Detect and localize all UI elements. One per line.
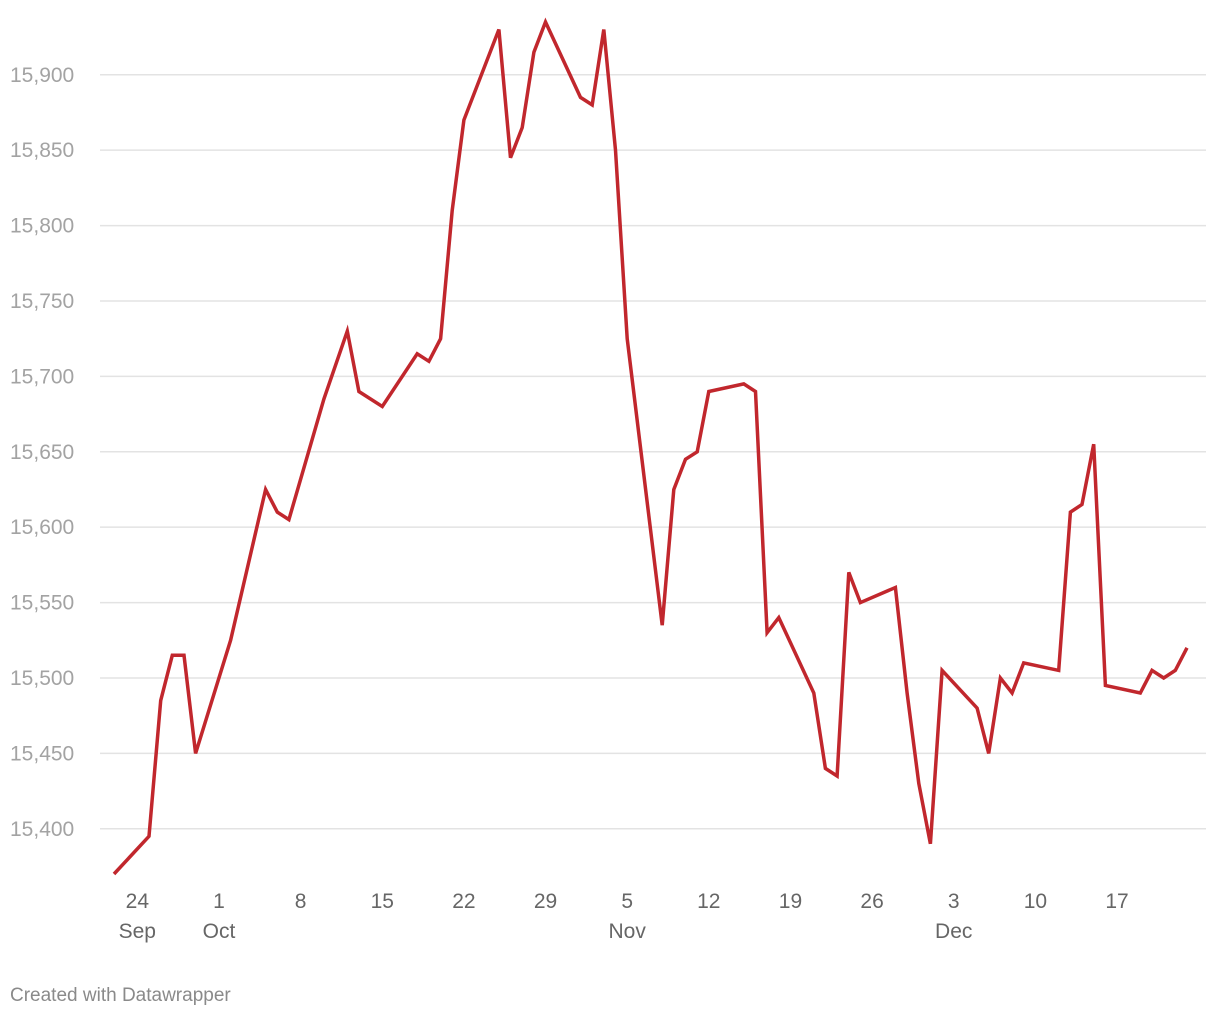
y-tick-label: 15,400 — [10, 818, 74, 841]
x-tick-month-label: Sep — [119, 920, 156, 943]
x-tick-label: 29 — [534, 890, 557, 913]
y-tick-label: 15,750 — [10, 290, 74, 313]
x-tick-label: 19 — [779, 890, 802, 913]
x-tick-label: 15 — [371, 890, 394, 913]
line-chart: 15,400 15,450 15,500 15,550 15,600 15,650 15,7… — [10, 17, 1206, 943]
x-tick-label: 17 — [1105, 890, 1128, 913]
y-tick-label: 15,500 — [10, 667, 74, 690]
x-tick-label: 3 — [948, 890, 960, 913]
gridlines — [100, 74, 1206, 830]
x-tick-label: 1 — [213, 890, 225, 913]
y-tick-label: 15,850 — [10, 139, 74, 162]
y-tick-label: 15,900 — [10, 64, 74, 87]
credit-text: Created with Datawrapper — [10, 985, 231, 1006]
y-tick-label: 15,450 — [10, 742, 74, 765]
series-lines — [112, 17, 1189, 876]
y-axis-tick-labels: 15,400 15,450 15,500 15,550 15,600 15,650 15,7… — [10, 64, 74, 841]
y-tick-label: 15,700 — [10, 365, 74, 388]
x-tick-label: 8 — [295, 890, 307, 913]
y-tick-label: 15,550 — [10, 592, 74, 615]
x-tick-label: 24 — [126, 890, 150, 913]
y-tick-label: 15,800 — [10, 215, 74, 238]
x-tick-label: 12 — [697, 890, 720, 913]
x-tick-label: 26 — [860, 890, 883, 913]
x-tick-label: 5 — [621, 890, 633, 913]
x-tick-month-label: Nov — [608, 920, 646, 943]
x-tick-label: 22 — [452, 890, 475, 913]
x-tick-label: 10 — [1024, 890, 1047, 913]
y-tick-label: 15,650 — [10, 441, 74, 464]
y-tick-label: 15,600 — [10, 516, 74, 539]
x-tick-month-label: Oct — [203, 920, 236, 943]
series-line — [112, 17, 1189, 876]
x-tick-month-label: Dec — [935, 920, 972, 943]
x-axis-tick-labels: 24 Sep 1 Oct 8 15 22 29 5 Nov 12 19 26 3 Dec 10 17 — [119, 890, 1129, 943]
